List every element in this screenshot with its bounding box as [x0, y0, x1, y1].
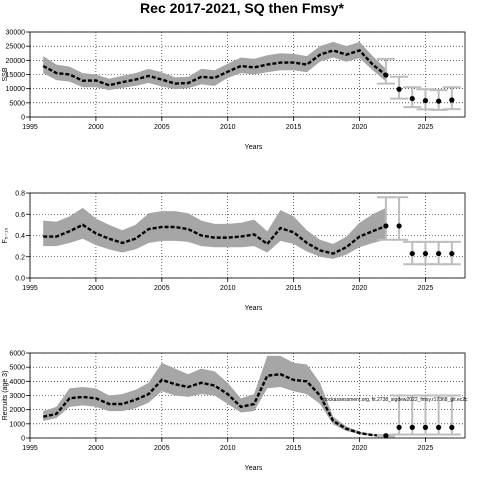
x-tick-label: 2010	[220, 124, 236, 131]
x-tick-label: 2005	[154, 445, 170, 452]
x-tick-label: 2015	[286, 285, 302, 292]
x-tick-label: 2005	[154, 124, 170, 131]
y-tick-label: 5000	[9, 365, 25, 372]
confidence-band	[43, 207, 386, 259]
y-tick-label: 1000	[9, 421, 25, 428]
x-tick-label: 2010	[220, 285, 236, 292]
y-tick-label: 6000	[9, 351, 25, 358]
x-tick-label: 2025	[418, 445, 434, 452]
x-axis-label: Years	[245, 144, 263, 151]
forecast-point	[409, 95, 415, 102]
y-tick-label: 15000	[6, 72, 26, 79]
forecast-point	[449, 250, 455, 257]
x-tick-label: 2025	[418, 285, 434, 292]
y-tick-label: 0	[21, 115, 25, 122]
forecast-point	[436, 250, 442, 257]
y-tick-label: 0.6	[15, 212, 25, 219]
x-tick-label: 2000	[88, 285, 104, 292]
y-tick-label: 0	[21, 436, 25, 443]
y-tick-label: 3000	[9, 393, 25, 400]
forecast-point	[409, 424, 415, 430]
y-tick-label: 0.4	[15, 233, 25, 240]
y-tick-label: 0.8	[15, 191, 25, 198]
forecast-point	[383, 72, 389, 78]
x-tick-label: 2020	[352, 285, 368, 292]
confidence-band	[43, 355, 386, 437]
y-axis-label: F₅₋₁₀	[2, 227, 9, 243]
y-axis-label: SSB	[2, 67, 9, 81]
series-line	[42, 49, 387, 87]
panel-1: 1995 2000 2005 2010 2015 2020 2025 0 5000 10000 15…	[2, 30, 466, 151]
forecast-point	[383, 433, 389, 439]
y-tick-label: 4000	[9, 379, 25, 386]
y-tick-label: 25000	[6, 44, 26, 51]
x-tick-label: 2005	[154, 285, 170, 292]
y-axis-label: Recruits (age 3)	[2, 371, 9, 421]
forecast-point	[396, 86, 402, 92]
x-tick-label: 2000	[88, 124, 104, 131]
x-tick-label: 1995	[22, 285, 38, 292]
forecast-point	[436, 98, 442, 104]
forecast-point	[409, 250, 415, 257]
y-tick-label: 20000	[6, 58, 26, 65]
forecast-point	[396, 223, 402, 229]
confidence-band	[43, 41, 386, 91]
y-tick-label: 0.0	[15, 276, 25, 283]
chart-title: Rec 2017-2021, SQ then Fmsy*	[140, 0, 344, 16]
forecast-point	[422, 97, 429, 104]
x-tick-label: 2015	[286, 124, 302, 131]
x-axis-label: Years	[245, 305, 263, 312]
x-tick-label: 2000	[88, 445, 104, 452]
forecast-point	[436, 424, 442, 430]
y-tick-label: 2000	[9, 407, 25, 414]
x-tick-label: 2025	[418, 124, 434, 131]
y-tick-label: 0.2	[15, 254, 25, 261]
x-tick-label: 2010	[220, 445, 236, 452]
y-tick-label: 30000	[6, 30, 26, 37]
chart-panels: 1995 2000 2005 2010 2015 2020 2025050001000015…	[2, 30, 468, 473]
panel-2: 1995 2000 2005 2010 2015 2020 2025 0.0 0.2 0.4 0.6…	[2, 191, 466, 312]
x-tick-label: 2015	[286, 445, 302, 452]
forecast-point	[396, 424, 402, 430]
forecast-point	[449, 424, 455, 430]
forecast-point	[383, 223, 389, 229]
source-note: stockassessment.org, fit.2738_sigdew2022…	[322, 397, 468, 403]
series-line	[43, 223, 387, 255]
panel-3: 1995 2000 2005 2010 2015 2020 2025 0 1000 2000 300…	[2, 351, 466, 472]
x-tick-label: 1995	[22, 445, 38, 452]
forecast-point	[422, 250, 429, 257]
x-tick-label: 1995	[22, 124, 38, 131]
forecast-point	[449, 97, 455, 103]
y-tick-label: 5000	[9, 100, 25, 107]
x-tick-label: 2020	[352, 445, 368, 452]
x-tick-label: 2020	[352, 124, 368, 131]
forecast-point	[422, 424, 429, 430]
x-axis-label: Years	[245, 465, 263, 472]
series-line	[42, 373, 386, 437]
y-tick-label: 10000	[6, 86, 26, 93]
